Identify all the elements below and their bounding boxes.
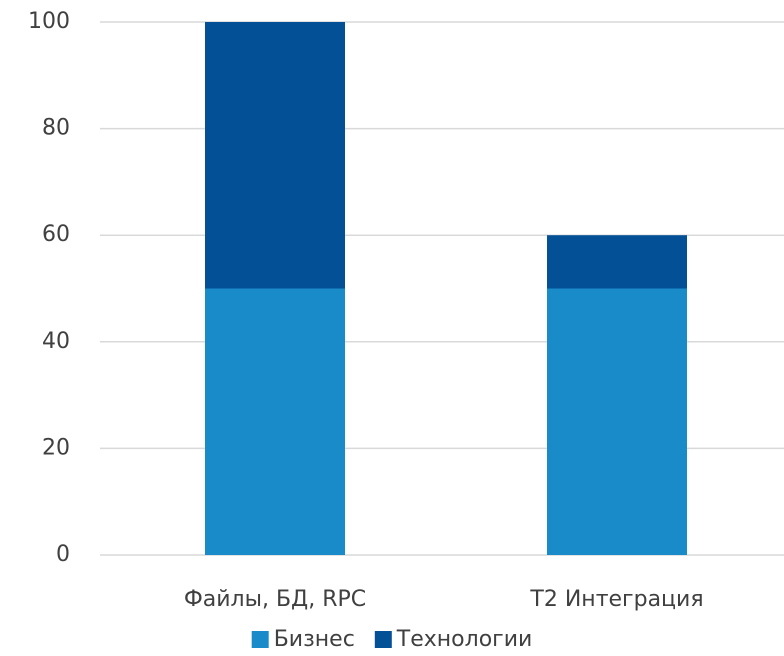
bar-segment xyxy=(547,288,687,555)
legend-swatch xyxy=(374,631,392,648)
legend-label: Бизнес xyxy=(274,627,355,652)
y-tick-label: 80 xyxy=(42,116,70,141)
y-tick-label: 60 xyxy=(42,222,70,247)
y-tick-label: 20 xyxy=(42,435,70,460)
x-tick-label: Т2 Интеграция xyxy=(529,587,703,612)
y-tick-label: 100 xyxy=(28,9,70,34)
x-tick-label: Файлы, БД, RPC xyxy=(184,587,366,612)
legend: Бизнес Технологии xyxy=(251,627,533,652)
y-tick-label: 0 xyxy=(56,542,70,567)
bar-segment xyxy=(205,288,345,555)
bar-segment xyxy=(547,235,687,289)
legend-swatch xyxy=(251,631,269,648)
bar-segment xyxy=(205,22,345,289)
y-tick-label: 40 xyxy=(42,329,70,354)
legend-label: Технологии xyxy=(396,627,533,652)
